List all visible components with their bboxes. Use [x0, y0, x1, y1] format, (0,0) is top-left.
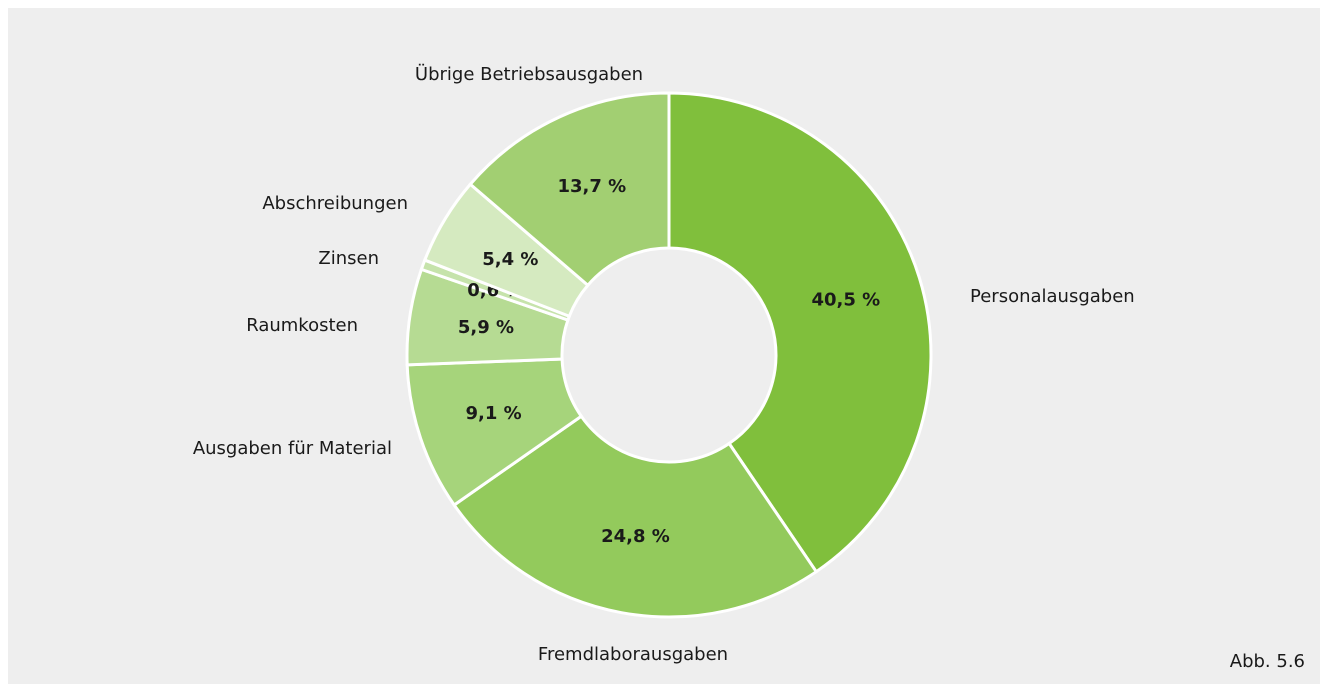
category-label: Raumkosten — [246, 315, 358, 336]
category-label: Ausgaben für Material — [193, 438, 392, 459]
donut-slice — [452, 414, 819, 619]
value-label: 5,4 % — [482, 249, 538, 270]
value-label: 24,8 % — [601, 526, 670, 547]
value-label: 13,7 % — [557, 176, 626, 197]
category-label: Abschreibungen — [262, 193, 408, 214]
category-label: Fremdlaborausgaben — [538, 644, 728, 665]
category-label: Übrige Betriebsausgaben — [415, 63, 643, 85]
value-label: 9,1 % — [465, 403, 521, 424]
figure-number: Abb. 5.6 — [1230, 651, 1305, 672]
category-label: Zinsen — [318, 248, 379, 269]
donut-slice — [667, 91, 933, 574]
donut-slice — [468, 91, 671, 288]
value-label: 5,9 % — [458, 317, 514, 338]
value-label: 40,5 % — [811, 290, 880, 311]
category-label: Personalausgaben — [970, 286, 1135, 307]
